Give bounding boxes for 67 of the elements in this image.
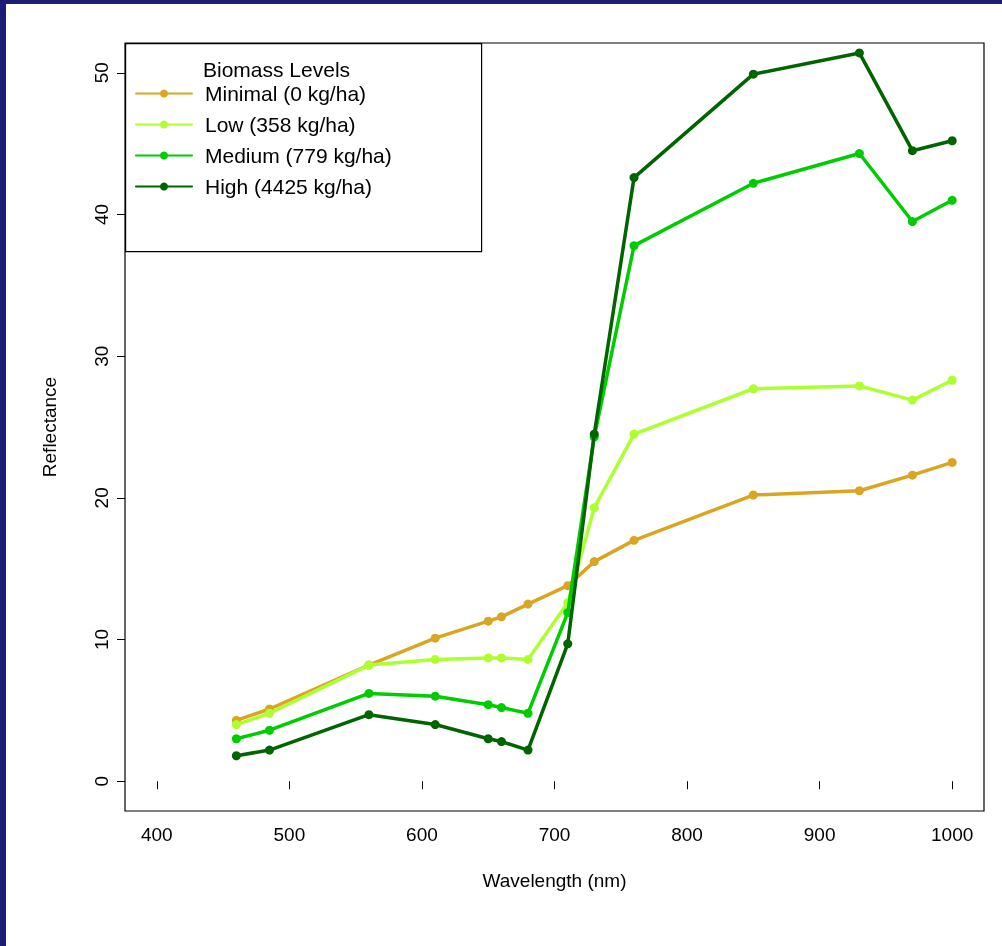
point <box>430 691 440 701</box>
y-axis-title: Reflectance <box>39 376 60 478</box>
y-tick-label: 10 <box>91 628 112 651</box>
x-tick-label: 1000 <box>931 824 974 845</box>
point <box>231 751 241 761</box>
point <box>854 48 864 58</box>
point <box>231 734 241 744</box>
point <box>854 486 864 496</box>
point <box>629 173 639 183</box>
point <box>430 654 440 664</box>
point <box>523 708 533 718</box>
legend-label: Minimal (0 kg/ha) <box>205 82 367 105</box>
point <box>629 241 639 251</box>
point <box>907 395 917 405</box>
legend-title: Biomass Levels <box>203 58 351 81</box>
point <box>483 653 493 663</box>
point <box>483 616 493 626</box>
point <box>748 69 758 79</box>
point <box>483 700 493 710</box>
point <box>496 737 506 747</box>
point <box>496 653 506 663</box>
point <box>523 599 533 609</box>
point <box>854 149 864 159</box>
y-tick-label: 50 <box>91 62 112 84</box>
point <box>629 429 639 439</box>
point <box>907 217 917 227</box>
point <box>748 384 758 394</box>
point <box>907 146 917 156</box>
x-tick-label: 600 <box>406 824 438 845</box>
legend-label: Medium (779 kg/ha) <box>205 144 392 167</box>
point <box>265 725 274 735</box>
point <box>496 612 506 622</box>
x-tick-label: 800 <box>671 824 703 845</box>
point <box>364 688 374 698</box>
point <box>496 703 506 713</box>
point <box>563 639 573 649</box>
point <box>589 503 599 513</box>
y-tick-label: 0 <box>91 775 112 787</box>
point <box>265 745 274 755</box>
point <box>907 470 917 480</box>
point <box>748 490 758 500</box>
point <box>265 708 274 718</box>
x-tick-label: 900 <box>803 824 836 845</box>
legend-label: Low (358 kg/ha) <box>205 113 356 136</box>
x-tick-label: 700 <box>538 824 571 845</box>
point <box>231 720 241 730</box>
legend-label: High (4425 kg/ha) <box>205 175 372 198</box>
point <box>364 710 374 720</box>
x-tick-label: 500 <box>273 824 306 845</box>
point <box>430 633 440 643</box>
point <box>854 381 864 391</box>
point <box>629 535 639 545</box>
point <box>523 654 533 664</box>
point <box>947 457 957 467</box>
point <box>430 720 440 730</box>
point <box>748 178 758 188</box>
point <box>483 734 493 744</box>
point <box>947 136 957 146</box>
y-tick-label: 20 <box>91 487 112 509</box>
x-axis-title: Wavelength (nm) <box>482 870 627 891</box>
y-tick-label: 40 <box>91 203 112 226</box>
point <box>589 557 599 567</box>
y-tick-label: 30 <box>91 345 112 367</box>
point <box>947 195 957 205</box>
point <box>947 375 957 385</box>
point <box>523 745 533 755</box>
x-tick-label: 400 <box>140 824 173 845</box>
